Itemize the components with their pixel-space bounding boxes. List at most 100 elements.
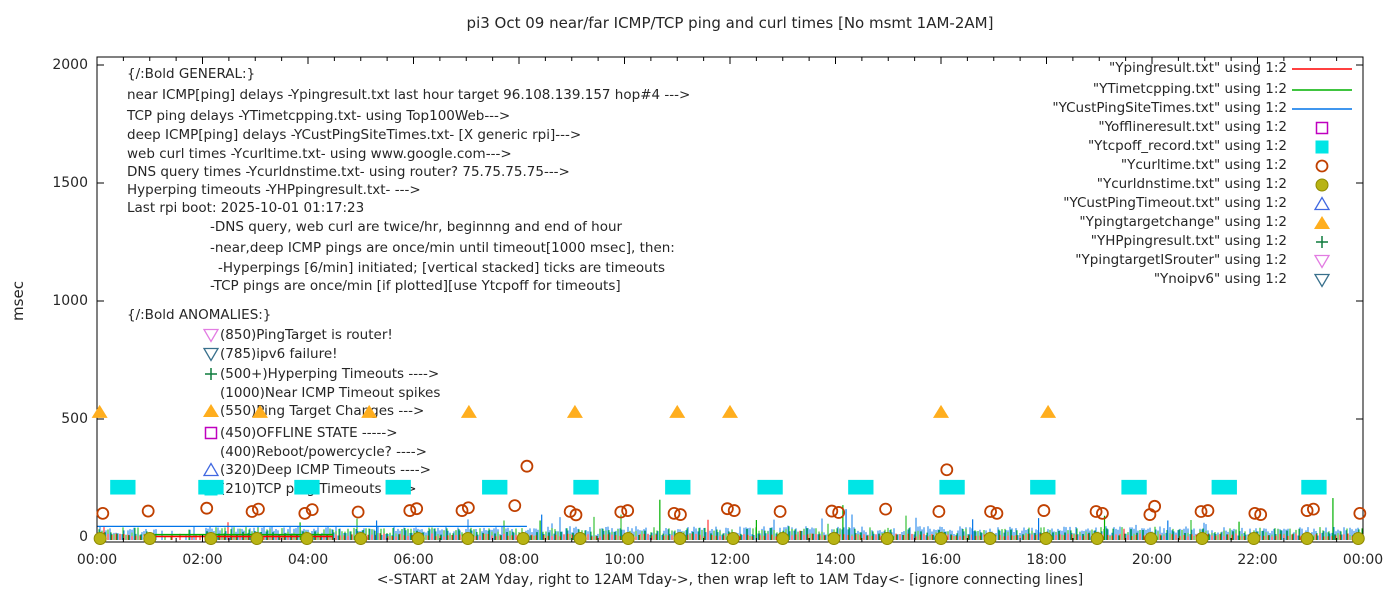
general-text-line: TCP ping delays -YTimetcpping.txt- using… [127,108,511,124]
circle-filled-marker [250,532,264,545]
square-filled-marker [204,482,218,496]
y-axis-title: msec [9,281,27,321]
general-text-line: deep ICMP[ping] delays -YCustPingSiteTim… [127,127,582,143]
tcpoff-bar [573,479,599,495]
x-tick-label: 18:00 [1026,552,1067,568]
anomaly-text-line: (850)PingTarget is router! [220,327,393,343]
legend-label: "Ycurldnstime.txt" using 1:2 [1096,176,1287,192]
circle-filled-marker [300,532,314,545]
circle-open-marker [621,504,635,517]
x-tick-label: 08:00 [498,552,540,568]
triangle-up-filled-marker [722,404,738,418]
y-tick-label: 1500 [52,175,88,191]
circle-filled-marker [621,532,635,545]
tcpoff-bar [939,479,965,495]
triangle-up-filled-marker [933,404,949,418]
circle-filled-marker [1090,532,1104,545]
general-text-line: DNS query times -Ycurldnstime.txt- using… [127,164,570,180]
circle-filled-marker [1351,532,1365,545]
circle-open-marker [563,505,577,518]
circle-open-marker [720,502,734,516]
circle-filled-marker [93,532,107,545]
circle-filled-marker [776,532,790,545]
circle-filled-marker [461,532,475,545]
x-tick-label: 00:00 [1342,552,1384,568]
circle-open-marker [1143,508,1157,521]
general-text-line: -TCP pings are once/min [if plotted][use… [210,278,621,294]
x-tick-label: 12:00 [709,552,751,568]
circle-open-marker [674,508,687,521]
circle-filled-marker [934,532,948,545]
x-tick-label: 10:00 [604,552,645,568]
general-text-line: near ICMP[ping] delays -Ypingresult.txt … [127,87,691,103]
circle-open-marker [1315,159,1329,173]
circle-open-marker [200,501,214,515]
legend-label: "YCustPingSiteTimes.txt" using 1:2 [1052,100,1287,116]
x-tick-label: 02:00 [182,552,223,568]
square-open-marker [204,426,218,440]
circle-open-marker [1089,505,1103,518]
chart-title: pi3 Oct 09 near/far ICMP/TCP ping and cu… [466,14,994,32]
legend-label: "Yofflineresult.txt" using 1:2 [1098,119,1287,135]
circle-open-marker [984,505,997,518]
triangle-up-open-marker [202,462,220,477]
tcpoff-bar [482,479,508,495]
circle-open-marker [298,507,312,520]
circle-open-marker [667,507,681,520]
circle-open-marker [932,505,946,518]
y-tick-label: 500 [61,411,88,427]
circle-open-marker [825,504,839,518]
triangle-up-filled-marker [1314,216,1330,229]
circle-filled-marker [143,532,157,545]
circle-open-marker [1353,507,1367,520]
anomaly-text-line: (1000)Near ICMP Timeout spikes [220,385,441,401]
circle-open-marker [940,463,954,477]
tcpoff-bar [665,479,691,495]
y-tick-label: 1000 [52,293,88,309]
circle-filled-marker [1300,532,1314,545]
circle-open-marker [245,505,259,518]
anomaly-text-line: (320)Deep ICMP Timeouts ----> [220,462,431,478]
x-tick-label: 04:00 [287,552,329,568]
circle-open-marker [508,499,522,513]
legend-label: "Ynoipv6" using 1:2 [1153,271,1287,287]
x-tick-label: 16:00 [920,552,962,568]
x-axis-title: <-START at 2AM Yday, right to 12AM Tday-… [376,572,1084,588]
legend-label: "Ypingtargetchange" using 1:2 [1079,214,1287,230]
tcpoff-bar [1301,479,1327,495]
circle-filled-marker [573,532,587,545]
circle-open-marker [461,501,475,515]
x-tick-label: 20:00 [1131,552,1173,568]
circle-open-marker [141,504,155,518]
triangle-up-filled-marker [566,404,583,418]
y-tick-label: 2000 [52,57,88,73]
circle-open-marker [1254,508,1268,521]
y-tick-label: 0 [79,529,88,545]
circle-open-marker [520,459,534,473]
circle-filled-marker [983,532,997,545]
circle-open-marker [410,502,424,516]
triangle-up-open-marker [1313,196,1331,211]
legend-label: "YTimetcpping.txt" using 1:2 [1092,81,1287,97]
triangle-up-filled-marker [669,404,686,418]
circle-open-marker [252,502,265,516]
legend-label: "YHPpingresult.txt" using 1:2 [1090,233,1287,249]
tcpoff-bar [1030,479,1056,495]
legend-label: "Ycurltime.txt" using 1:2 [1120,157,1287,173]
x-tick-label: 14:00 [815,552,856,568]
circle-filled-marker [1315,178,1329,192]
triangle-up-filled-marker [91,404,108,418]
anomaly-text-line: (550)Ping Target Changes ---> [220,403,425,419]
anomalies-header: {/:Bold ANOMALIES:} [127,307,272,323]
circle-filled-marker [726,532,740,545]
circle-filled-marker [827,532,841,545]
triangle-up-filled-marker [460,404,477,418]
general-text-line: -DNS query, web curl are twice/hr, begin… [210,219,623,235]
circle-open-marker [403,504,417,517]
circle-filled-marker [516,532,530,545]
triangle-up-filled-marker [203,404,219,417]
circle-open-marker [832,506,846,519]
anomaly-text-line: (500+)Hyperping Timeouts ----> [220,366,440,382]
circle-open-marker [727,504,741,517]
